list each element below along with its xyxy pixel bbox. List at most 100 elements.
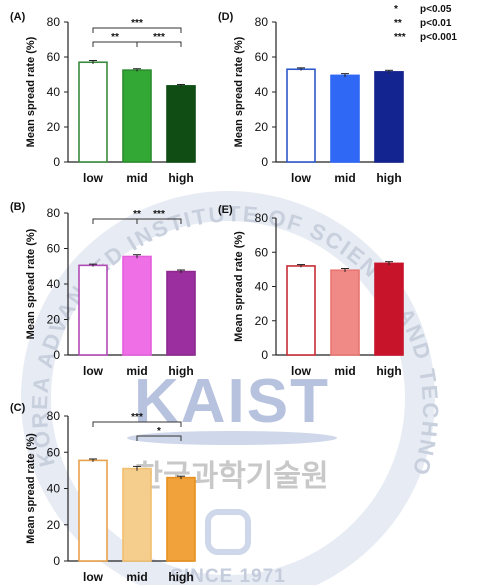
watermark-emblem — [205, 509, 251, 555]
significance-stars: * — [157, 426, 161, 437]
watermark-korean: 한국과학기술원 — [135, 460, 328, 493]
x-tick-label: low — [83, 171, 104, 185]
y-tick-label: 20 — [47, 120, 61, 134]
bar-low — [286, 265, 316, 356]
significance-legend: * p<0.05 ** p<0.01 *** p<0.001 — [394, 4, 457, 43]
panel-label: (C) — [10, 402, 26, 414]
y-tick-label: 80 — [255, 15, 269, 29]
bracket-line — [136, 435, 182, 441]
y-tick-label: 20 — [255, 314, 269, 328]
significance-bracket: *** — [92, 18, 182, 33]
legend-label: p<0.05 — [420, 4, 452, 15]
x-tick-label: low — [291, 171, 312, 185]
x-tick-label: high — [376, 171, 401, 185]
bracket-line — [92, 421, 182, 427]
x-tick-label: mid — [334, 171, 355, 185]
y-tick-label: 60 — [255, 245, 269, 259]
bar-high — [374, 71, 404, 163]
x-tick-label: mid — [126, 364, 147, 378]
y-tick-label: 0 — [261, 348, 268, 362]
y-tick-label: 0 — [53, 155, 60, 169]
x-tick-label: mid — [126, 570, 147, 584]
chart-panels: (A) 0 20 40 60 80 Mean spread rate (%) low mid hi… — [10, 11, 404, 584]
bar-low — [78, 459, 108, 562]
x-tick-label: low — [291, 364, 312, 378]
y-tick-label: 40 — [47, 85, 61, 99]
y-tick-label: 60 — [255, 50, 269, 64]
significance-bracket: *** — [136, 209, 182, 224]
seal-ring — [21, 191, 435, 585]
y-tick-label: 20 — [47, 313, 61, 327]
y-axis-label: Mean spread rate (%) — [25, 36, 37, 147]
x-tick-label: high — [168, 171, 193, 185]
y-tick-label: 40 — [47, 482, 61, 496]
y-tick-label: 40 — [255, 280, 269, 294]
panel-b: (B) 0 20 40 60 80 Mean spread rate (%) low mid hi… — [10, 201, 196, 378]
y-tick-label: 20 — [255, 120, 269, 134]
bar-high — [166, 270, 196, 356]
x-tick-label: high — [376, 364, 401, 378]
x-tick-label: high — [168, 570, 193, 584]
y-tick-label: 60 — [47, 445, 61, 459]
y-axis-label: Mean spread rate (%) — [233, 36, 245, 147]
x-tick-label: mid — [126, 171, 147, 185]
bar-mid — [330, 74, 360, 163]
bar-low — [78, 61, 108, 163]
panel-label: (D) — [218, 11, 234, 23]
panel-e: (E) 0 20 40 60 80 Mean spread rate (%) low mid hi… — [218, 204, 404, 378]
legend-label: p<0.001 — [420, 32, 457, 43]
y-axis-label: Mean spread rate (%) — [25, 228, 37, 339]
bar-high — [166, 85, 196, 163]
legend-stars: * — [394, 4, 398, 15]
y-tick-label: 0 — [261, 155, 268, 169]
x-tick-label: low — [83, 364, 104, 378]
y-axis-label: Mean spread rate (%) — [233, 231, 245, 342]
y-tick-label: 40 — [255, 85, 269, 99]
legend-stars: ** — [394, 18, 402, 29]
panel-label: (A) — [10, 11, 26, 23]
x-tick-label: high — [168, 364, 193, 378]
bar-high — [166, 476, 196, 562]
y-tick-label: 80 — [47, 15, 61, 29]
significance-stars: *** — [153, 209, 165, 220]
legend-stars: *** — [394, 32, 406, 43]
bracket-line — [136, 41, 182, 47]
significance-stars: ** — [133, 209, 141, 220]
significance-stars: ** — [111, 32, 119, 43]
bar-mid — [122, 69, 152, 163]
bar-high — [374, 262, 404, 356]
watermark-swoosh — [127, 431, 337, 445]
y-tick-label: 0 — [53, 348, 60, 362]
y-tick-label: 0 — [53, 554, 60, 568]
x-tick-label: low — [83, 570, 104, 584]
bar-mid — [330, 269, 360, 356]
panel-c: (C) 0 20 40 60 80 Mean spread rate (%) low mid hi… — [10, 402, 196, 584]
panel-d: (D) 0 20 40 60 80 Mean spread rate (%) low mid hi… — [218, 11, 404, 185]
watermark-since: SINCE 1971 — [170, 566, 286, 585]
significance-bracket: *** — [136, 32, 182, 47]
y-tick-label: 60 — [47, 50, 61, 64]
panel-label: (E) — [218, 204, 233, 216]
y-axis-label: Mean spread rate (%) — [25, 433, 37, 544]
bar-mid — [122, 467, 152, 562]
legend-label: p<0.01 — [420, 18, 452, 29]
bracket-line — [92, 27, 182, 33]
bracket-line — [136, 218, 182, 224]
significance-bracket: * — [136, 426, 182, 441]
bar-mid — [122, 255, 152, 356]
watermark-kaist: KAIST — [134, 367, 330, 436]
bar-low — [78, 264, 108, 356]
bar-low — [286, 68, 316, 163]
y-tick-label: 80 — [47, 409, 61, 423]
y-tick-label: 40 — [47, 277, 61, 291]
panel-a: (A) 0 20 40 60 80 Mean spread rate (%) low mid hi… — [10, 11, 196, 185]
y-tick-label: 80 — [255, 211, 269, 225]
x-tick-label: mid — [334, 364, 355, 378]
y-tick-label: 20 — [47, 518, 61, 532]
significance-stars: *** — [131, 18, 143, 29]
significance-stars: *** — [153, 32, 165, 43]
y-tick-label: 60 — [47, 242, 61, 256]
y-tick-label: 80 — [47, 206, 61, 220]
significance-bracket: ** — [92, 32, 138, 47]
